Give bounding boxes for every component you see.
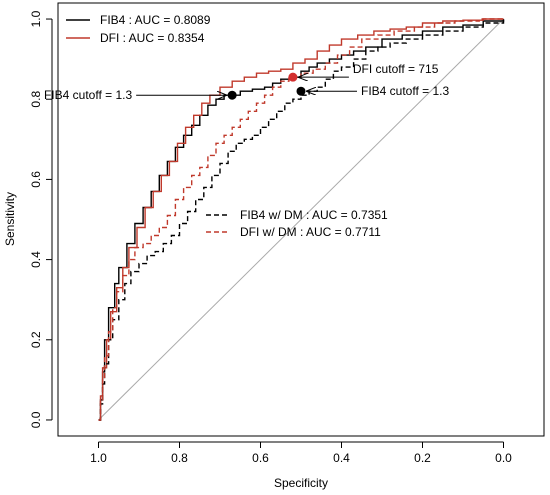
- legend-label: DFI w/ DM : AUC = 0.7711: [240, 225, 381, 239]
- cutoff-point: [288, 72, 298, 82]
- diagonal-reference-line: [98, 18, 504, 421]
- cutoff-label: FIB4 cutoff = 1.3: [361, 84, 449, 98]
- legend-top: FIB4 : AUC = 0.8089 DFI : AUC = 0.8354: [66, 13, 211, 45]
- x-tick-label: 0.8: [171, 451, 188, 465]
- legend-label: FIB4 : AUC = 0.8089: [100, 13, 211, 27]
- y-axis: 0.0 0.2 0.4 0.6 0.8 1.0: [29, 10, 53, 428]
- legend-label: DFI : AUC = 0.8354: [100, 31, 205, 45]
- cutoff-point: [296, 86, 306, 96]
- y-axis-title: Sensitivity: [3, 192, 17, 246]
- y-tick-label: 0.2: [29, 331, 43, 348]
- y-tick-label: 1.0: [29, 10, 43, 27]
- series-line-fib4-w-dm: [98, 19, 505, 421]
- x-tick-label: 0.2: [414, 451, 431, 465]
- y-tick-label: 0.0: [29, 411, 43, 428]
- x-tick-label: 0.4: [333, 451, 350, 465]
- series-line-dfi-w-dm: [98, 18, 504, 421]
- x-tick-label: 1.0: [90, 451, 107, 465]
- plot-frame: [57, 2, 545, 437]
- y-tick-label: 0.4: [29, 251, 43, 268]
- legend-label: FIB4 w/ DM : AUC = 0.7351: [240, 208, 388, 222]
- cutoff-point: [227, 90, 237, 100]
- series-line-dfi: [98, 18, 504, 421]
- legend-bottom: FIB4 w/ DM : AUC = 0.7351 DFI w/ DM : AUC…: [206, 208, 388, 239]
- y-tick-label: 0.6: [29, 171, 43, 188]
- x-tick-label: 0.6: [252, 451, 269, 465]
- cutoff-layer: FIB4 cutoff = 1.3 DFI cutoff = 715 FIB4 cu…: [44, 62, 450, 102]
- x-tick-label: 0.0: [495, 451, 512, 465]
- y-tick-label: 0.8: [29, 91, 43, 108]
- x-axis: 1.0 0.8 0.6 0.4 0.2 0.0: [90, 441, 512, 465]
- x-axis-title: Specificity: [274, 476, 328, 490]
- cutoff-label: DFI cutoff = 715: [353, 62, 439, 76]
- cutoff-label: FIB4 cutoff = 1.3: [44, 88, 132, 102]
